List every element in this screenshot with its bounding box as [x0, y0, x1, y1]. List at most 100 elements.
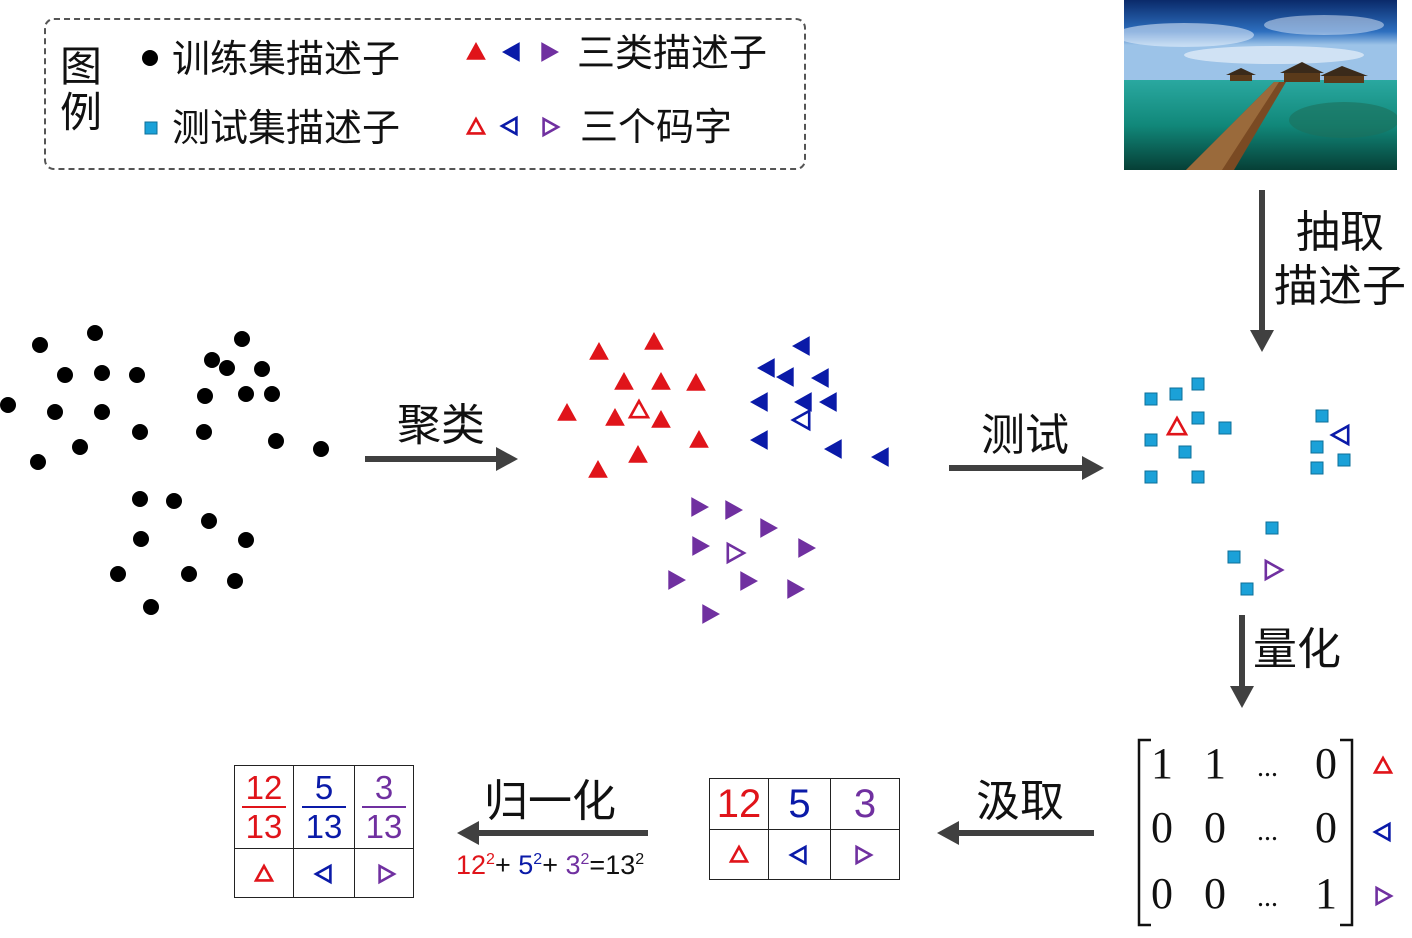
- norm-symbol-cell-red: [234, 848, 294, 898]
- matrix-cell: 1: [1151, 739, 1173, 788]
- train-point: [313, 441, 329, 457]
- train-point: [204, 352, 220, 368]
- test-arrow: [949, 456, 1104, 480]
- matrix-cell: ...: [1257, 752, 1278, 783]
- matrix-brackets: [1137, 738, 1354, 927]
- codeword-symbols: [253, 755, 1394, 907]
- legend-icons: [142, 41, 561, 138]
- test-point: [1169, 387, 1183, 401]
- test-point: [1191, 411, 1205, 425]
- test-descriptors: [1144, 377, 1351, 596]
- matrix-cell: 1: [1315, 869, 1337, 918]
- blue-descriptor: [818, 392, 837, 412]
- legend-red-filled-triangle: [466, 41, 486, 60]
- arrow-head: [457, 821, 479, 845]
- norm-symbol-cell-blue: [293, 848, 355, 898]
- blue-codeword: [790, 408, 811, 432]
- train-point: [0, 397, 16, 413]
- red-descriptor: [614, 371, 634, 390]
- histogram-symbol: [728, 844, 750, 863]
- legend-red-outline-triangle: [465, 116, 487, 135]
- blue-descriptor: [749, 392, 768, 412]
- train-point: [30, 454, 46, 470]
- matrix-row-symbol: [1372, 755, 1394, 774]
- arrow-head: [496, 447, 518, 471]
- training-descriptors: [0, 325, 329, 615]
- purple-descriptor: [740, 571, 759, 591]
- test-point: [1178, 445, 1192, 459]
- train-point: [132, 491, 148, 507]
- blue-descriptor: [793, 392, 812, 412]
- purple-descriptor: [798, 538, 817, 558]
- hist-symbol-cell-blue: [768, 829, 831, 880]
- train-point: [254, 361, 270, 377]
- legend-classes-label: 三类描述子: [577, 31, 768, 75]
- test-point: [1218, 421, 1232, 435]
- red-descriptor: [588, 459, 608, 478]
- hist-count-purple: 3: [830, 778, 900, 830]
- train-point: [268, 433, 284, 449]
- train-point: [132, 424, 148, 440]
- legend-purple-filled-triangle: [541, 42, 560, 62]
- train-point: [57, 367, 73, 383]
- matrix-cell: 0: [1151, 869, 1173, 918]
- train-point: [234, 331, 250, 347]
- matrix-cell: 0: [1204, 869, 1226, 918]
- legend-test-label: 测试集描述子: [172, 106, 401, 150]
- step-quantize-label: 量化: [1253, 624, 1341, 675]
- train-point: [87, 325, 103, 341]
- train-point: [129, 367, 145, 383]
- test-purple-codeword: [1264, 558, 1285, 582]
- matrix-row-symbol: [1372, 821, 1391, 843]
- matrix-cell: 0: [1204, 803, 1226, 852]
- norm-numerator-red: 12: [245, 769, 283, 806]
- train-point: [94, 404, 110, 420]
- test-red-codeword: [1165, 415, 1189, 436]
- legend-purple-outline-triangle: [542, 116, 561, 138]
- purple-descriptor: [691, 497, 710, 517]
- train-point: [47, 404, 63, 420]
- train-point: [219, 360, 235, 376]
- arrow-head: [1082, 456, 1104, 480]
- normalized-symbol: [313, 863, 332, 885]
- red-descriptor: [557, 402, 577, 421]
- red-descriptor: [605, 407, 625, 426]
- hist-symbol-cell-purple: [830, 829, 900, 880]
- test-point: [1144, 470, 1158, 484]
- matrix-cell: ...: [1257, 816, 1278, 847]
- eq-result: =13: [589, 850, 636, 880]
- train-point: [238, 532, 254, 548]
- extract-arrow: [1250, 190, 1274, 352]
- step-test-label: 测试: [981, 410, 1069, 461]
- normalized-symbol: [253, 863, 275, 882]
- step-extract-label: 抽取 描述子: [1274, 207, 1406, 312]
- arrow-head: [1250, 330, 1274, 352]
- eq-plus: +: [542, 850, 558, 880]
- legend-title: 图例: [60, 42, 103, 137]
- norm-denominator-red: 13: [245, 808, 283, 845]
- test-point: [1227, 550, 1241, 564]
- histogram-symbol: [788, 844, 807, 866]
- train-point: [166, 493, 182, 509]
- blue-descriptor: [823, 439, 842, 459]
- blue-descriptor: [810, 368, 829, 388]
- train-point: [143, 599, 159, 615]
- eq-exp: 2: [580, 851, 590, 868]
- test-blue-codeword: [1329, 423, 1350, 447]
- purple-descriptor: [702, 604, 721, 624]
- hist-count-blue: 5: [768, 778, 831, 830]
- eq-exp: 2: [486, 851, 495, 868]
- blue-descriptor: [749, 430, 768, 450]
- test-point: [1240, 582, 1254, 596]
- matrix-cell: ...: [1257, 882, 1278, 913]
- train-point: [238, 386, 254, 402]
- matrix-cell: 1: [1204, 739, 1226, 788]
- red-descriptor: [589, 341, 609, 360]
- legend-box: [44, 18, 806, 170]
- red-descriptor: [651, 371, 671, 390]
- legend-train-label: 训练集描述子: [172, 37, 401, 81]
- beach-pier-photo: [1124, 0, 1397, 170]
- purple-descriptor: [787, 579, 806, 599]
